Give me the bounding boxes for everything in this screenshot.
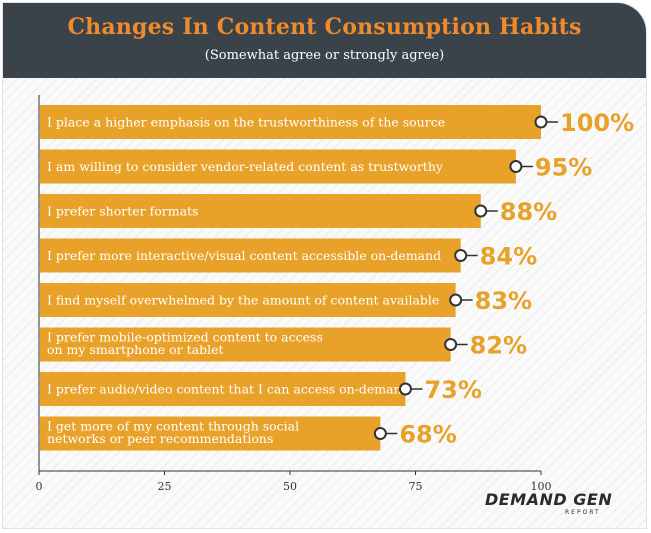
demand-gen-logo: DEMAND GEN REPORT — [485, 490, 635, 522]
bar — [40, 283, 456, 317]
value-marker — [509, 160, 523, 173]
chart-subtitle: (Somewhat agree or strongly agree) — [204, 48, 445, 63]
bar-value-label: 82% — [470, 332, 527, 360]
bar-value-label: 68% — [399, 421, 456, 449]
bar — [40, 327, 451, 362]
bar-category-label: I prefer audio/video content that I can … — [47, 382, 410, 397]
bar-value-label: 88% — [500, 198, 557, 226]
value-marker — [373, 427, 387, 440]
chart-title: Changes In Content Consumption Habits — [67, 14, 582, 40]
bar — [40, 149, 516, 184]
bar-category-label: I get more of my content through social — [47, 419, 299, 434]
value-marker — [454, 249, 468, 262]
bar — [40, 238, 461, 273]
brand-name: DEMAND GEN — [485, 490, 613, 509]
value-marker — [449, 293, 463, 307]
bar-value-label: 84% — [480, 243, 537, 271]
x-tick-label: 50 — [283, 480, 297, 493]
bar-value-label: 73% — [424, 376, 481, 404]
bar — [40, 105, 541, 139]
bar — [40, 372, 406, 406]
bar-value-label: 100% — [560, 109, 634, 137]
value-marker — [534, 115, 548, 129]
bar-category-label: I am willing to consider vendor-related … — [47, 159, 444, 174]
bar-category-label: networks or peer recommendations — [47, 431, 273, 446]
bar-category-label: I prefer shorter formats — [47, 204, 198, 219]
bar-category-label: I prefer mobile-optimized content to acc… — [47, 330, 323, 345]
x-tick-label: 100 — [531, 480, 552, 493]
value-marker — [474, 204, 488, 218]
x-tick-label: 25 — [158, 480, 172, 493]
bar-category-label: I place a higher emphasis on the trustwo… — [47, 115, 445, 130]
bar-category-label: I find myself overwhelmed by the amount … — [47, 293, 439, 308]
chart-header: Changes In Content Consumption Habits (S… — [3, 3, 646, 78]
x-tick-label: 75 — [409, 480, 423, 493]
bar — [40, 194, 481, 228]
brand-sub: REPORT — [565, 509, 601, 516]
value-marker — [398, 382, 412, 396]
bar-category-label: on my smartphone or tablet — [47, 342, 224, 357]
bar-category-label: I prefer more interactive/visual content… — [47, 248, 441, 263]
bar-value-label: 83% — [475, 287, 532, 315]
bar-value-label: 95% — [535, 154, 592, 182]
value-marker — [444, 338, 458, 351]
x-tick-label: 0 — [36, 480, 43, 493]
bar — [40, 416, 381, 451]
